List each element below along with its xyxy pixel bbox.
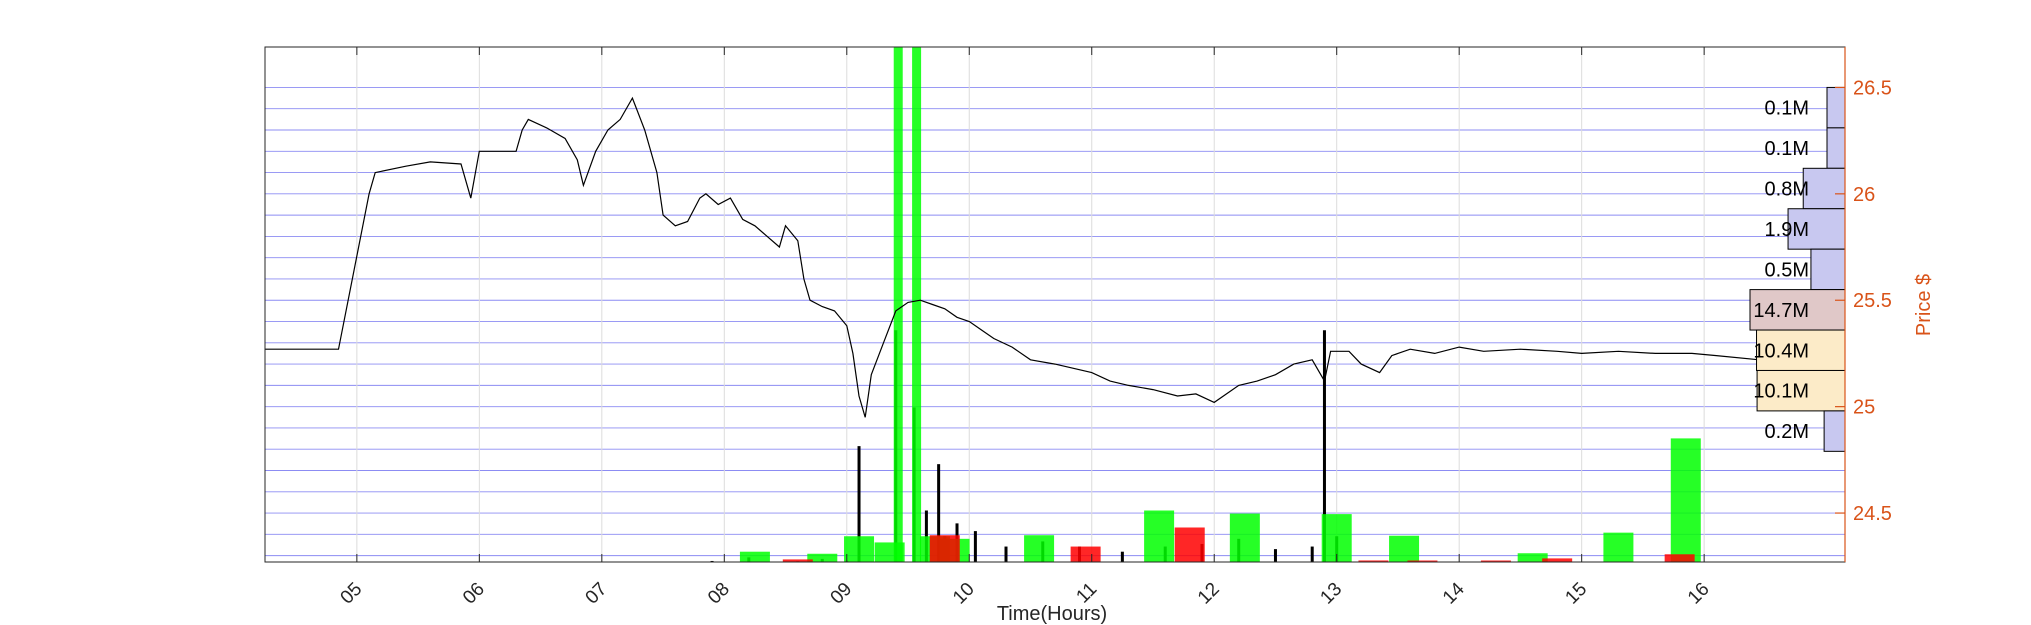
sell-bar — [1358, 560, 1389, 562]
volume-profile-bar — [1826, 86, 1846, 129]
buy-bar — [844, 536, 875, 562]
y-tick-label: 24.5 — [1853, 503, 1892, 525]
volume-profile-bar — [1823, 410, 1846, 452]
y-tick-label: 25 — [1853, 397, 1875, 419]
sell-volume-bars — [782, 527, 1695, 562]
y-tick-label: 26.5 — [1853, 77, 1892, 99]
x-tick-label: 13 — [1316, 579, 1346, 609]
sell-bar — [1070, 546, 1101, 562]
x-tick-label: 08 — [704, 579, 734, 609]
buy-bar — [739, 551, 770, 562]
volume-bar — [710, 560, 714, 562]
x-tick-label: 12 — [1194, 579, 1224, 609]
buy-bar — [1144, 510, 1175, 562]
buy-bar — [912, 47, 922, 562]
volume-bar — [1322, 330, 1326, 562]
volume-profile-label: 0.1M — [1765, 98, 1809, 120]
buy-bar — [1229, 513, 1260, 562]
sell-bar — [1542, 558, 1573, 562]
sell-bar — [1664, 554, 1695, 562]
sell-bar — [1480, 560, 1511, 562]
x-tick-label: 05 — [337, 579, 367, 609]
x-tick-label: 10 — [949, 579, 979, 609]
volume-profile-label: 1.9M — [1765, 219, 1809, 241]
volume-profile: 0.1M 0.1M 0.8M 1.9M 0.5M 14.7M 10.4M 10.1M 0.2M — [1749, 86, 1846, 452]
x-tick-label: 16 — [1684, 579, 1714, 609]
y-tick-label: 26 — [1853, 184, 1875, 206]
y-tick-label: 25.5 — [1853, 290, 1892, 312]
volume-profile-label: 14.7M — [1753, 300, 1809, 322]
sell-bar — [782, 559, 813, 562]
y-axis-ticks: 24.5 25 25.5 26 26.5 — [1835, 77, 1892, 525]
volume-profile-bar — [1787, 208, 1846, 250]
buy-bar — [1603, 532, 1634, 562]
x-tick-label: 06 — [459, 579, 489, 609]
x-tick-label: 15 — [1561, 579, 1591, 609]
x-tick-label: 14 — [1439, 578, 1469, 608]
buy-bar — [893, 47, 903, 562]
buy-bar — [1024, 535, 1055, 562]
vertical-grid-lines — [356, 47, 1705, 562]
x-axis-label: Time(Hours) — [997, 603, 1107, 625]
sell-bar — [1407, 560, 1438, 562]
volume-profile-label: 0.1M — [1765, 138, 1809, 160]
volume-bar — [1004, 546, 1008, 562]
volume-profile-bar — [1756, 369, 1846, 412]
volume-profile-label: 0.8M — [1765, 179, 1809, 201]
sell-bar — [1174, 527, 1205, 562]
volume-profile-bar — [1826, 127, 1846, 169]
volume-profile-bar — [1810, 248, 1846, 291]
volume-profile-label: 10.1M — [1753, 381, 1809, 403]
buy-bar — [1517, 553, 1548, 562]
volume-profile-label: 0.5M — [1765, 259, 1809, 281]
sell-bar — [929, 535, 960, 562]
x-tick-label: 09 — [827, 579, 857, 609]
buy-bar — [807, 553, 838, 562]
buy-bar — [1670, 438, 1701, 562]
buy-bar — [1389, 535, 1420, 562]
volume-profile-label: 10.4M — [1753, 340, 1809, 362]
x-tick-label: 07 — [582, 579, 612, 609]
volume-bar — [1310, 546, 1314, 562]
volume-bar — [857, 446, 861, 562]
volume-profile-bar — [1749, 289, 1846, 331]
volume-profile-label: 0.2M — [1765, 421, 1809, 443]
volume-bar — [1273, 549, 1277, 562]
volume-bar — [1120, 551, 1124, 562]
plot-background — [265, 47, 1845, 562]
volume-profile-bar — [1802, 167, 1846, 210]
price-line — [265, 96, 1760, 418]
volume-bar — [973, 531, 977, 562]
price-series — [265, 96, 1760, 418]
volume-bar — [937, 464, 941, 562]
y-axis-label: Price $ — [1913, 274, 1935, 336]
